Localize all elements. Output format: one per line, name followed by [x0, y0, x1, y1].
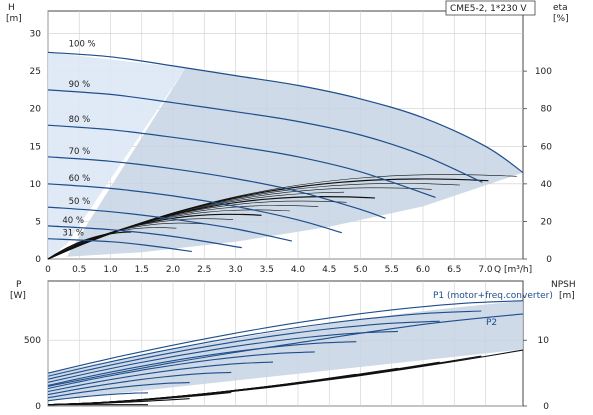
curve-labels: 100 % 90 % 80 % 70 % 60 % 50 % 40 % 31 %	[62, 39, 95, 238]
title-box	[445, 0, 536, 16]
x-tick-label: 2.0	[166, 265, 181, 275]
speed-label: 90 %	[69, 80, 91, 90]
power-curve	[47, 351, 315, 390]
head-curve	[47, 124, 436, 198]
x-tick-label: 4.5	[322, 265, 336, 275]
head-curve	[47, 183, 342, 234]
head-curve	[47, 225, 242, 249]
x-tick-label: 3.0	[228, 265, 243, 275]
power-axis-label-line2: [W]	[10, 291, 26, 301]
x-tick-label: 1.5	[135, 265, 149, 275]
y-right-tick-label: 100	[535, 67, 552, 77]
y-tick-label: 0	[35, 255, 41, 265]
p2-curve-label: P2	[486, 318, 497, 328]
npsh-tick-label: 10	[538, 336, 550, 346]
p2-curve	[47, 313, 524, 387]
x-tick-label: 6.0	[416, 265, 431, 275]
power-tick-label: 0	[35, 402, 41, 412]
head-curve	[47, 238, 192, 253]
y-tick-label: 20	[30, 105, 42, 115]
operating-area	[66, 65, 524, 257]
x-tick-label: 4.0	[291, 265, 306, 275]
power-curve	[47, 392, 149, 402]
y-tick-label: 25	[30, 67, 41, 77]
y-right-tick-label: 20	[541, 217, 553, 227]
power-tick-label: 500	[24, 336, 41, 346]
y-right-axis-label-line1: eta	[553, 3, 568, 13]
speed-label: 50 %	[69, 197, 91, 207]
x-axis-label: Q [m³/h]	[494, 265, 532, 275]
efficiency-curve	[47, 231, 132, 260]
y-right-tick-label: 0	[546, 255, 552, 265]
y-tick-label: 10	[30, 180, 42, 190]
y-right-tick-label: 80	[541, 105, 553, 115]
x-tick-label: 6.5	[447, 265, 461, 275]
axis-ticks: 0 0.5 1.0 1.5 2.0 2.5 3.0 3.5 4.0 4.5 5.0 5.5 6.0 6.5…	[24, 30, 552, 412]
x-tick-label: 1.0	[103, 265, 118, 275]
power-axis-label-line1: P	[16, 280, 22, 290]
head-curve	[47, 89, 483, 183]
x-tick-label: 0.5	[72, 265, 86, 275]
x-tick-label: 2.5	[197, 265, 211, 275]
y-tick-label: 5	[35, 217, 41, 227]
y-tick-label: 30	[30, 30, 42, 40]
power-curve	[47, 371, 232, 396]
head-curve	[47, 206, 292, 242]
y-right-tick-label: 40	[541, 180, 553, 190]
power-curve	[47, 330, 399, 383]
head-curve	[47, 156, 386, 219]
speed-label: 31 %	[62, 229, 84, 239]
p1-curve-label: P1 (motor+freq.converter)	[433, 291, 553, 301]
speed-label: 80 %	[69, 115, 91, 125]
x-tick-label: 0	[45, 265, 51, 275]
power-curve	[47, 310, 482, 377]
power-curve	[47, 382, 190, 399]
power-area	[48, 300, 523, 401]
speed-label: 100 %	[69, 39, 96, 49]
npsh-axis-label-line2: [m]	[559, 291, 575, 301]
head-curves	[47, 51, 524, 253]
y-right-tick-label: 60	[541, 142, 553, 152]
x-tick-label: 5.0	[353, 265, 368, 275]
power-curve	[47, 361, 274, 393]
power-curve	[47, 320, 440, 380]
x-tick-label: 7.0	[478, 265, 493, 275]
operating-areas	[48, 52, 524, 260]
speed-label: 60 %	[69, 174, 91, 184]
low-flow-area	[48, 52, 186, 260]
npsh-axis-label-line1: NPSH	[551, 280, 576, 290]
speed-label: 40 %	[62, 216, 84, 226]
y-axis-label-line2: [m]	[6, 14, 22, 24]
y-axis-label-line1: H	[8, 3, 15, 13]
chart-title: CME5-2, 1*230 V	[450, 4, 527, 14]
power-curve	[47, 341, 357, 386]
head-curve	[47, 51, 524, 174]
speed-label: 70 %	[69, 147, 91, 157]
x-tick-label: 3.5	[260, 265, 274, 275]
x-tick-label: 5.5	[385, 265, 399, 275]
y-right-axis-label-line2: [%]	[553, 14, 569, 24]
y-tick-label: 15	[30, 142, 41, 152]
efficiency-curve	[47, 222, 205, 260]
power-curves	[47, 300, 524, 406]
power-curve	[47, 300, 524, 374]
npsh-tick-label: 0	[543, 402, 549, 412]
